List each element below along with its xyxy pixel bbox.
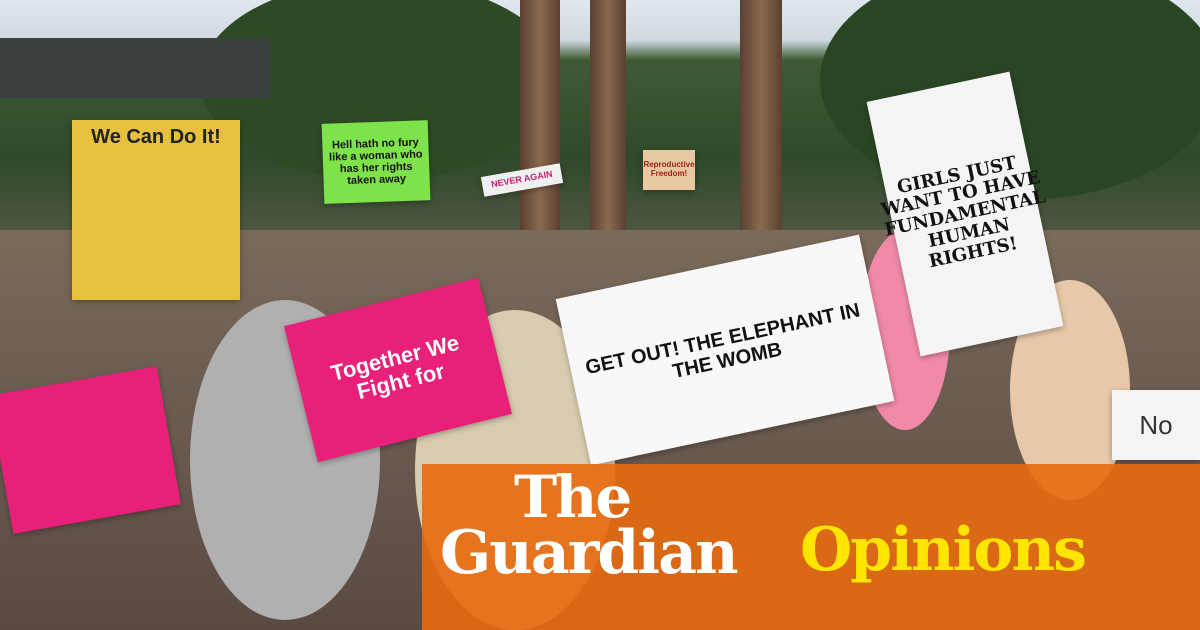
logo-the: The (514, 463, 632, 531)
palm-trunk (740, 0, 782, 260)
sign-text: Together We Fight for (328, 329, 462, 405)
sign-text: GET OUT! THE ELEPHANT IN THE WOMB (583, 299, 862, 384)
palm-trunk (590, 0, 626, 240)
guardian-logo: The Guardian (440, 463, 739, 589)
sign-reproductive-freedom: Reproductive Freedom! (643, 150, 695, 190)
section-label-opinions: Opinions (800, 515, 1087, 585)
sign-pink-left (0, 366, 181, 534)
opinion-banner (422, 464, 1200, 630)
sign-hell-hath-no-fury: Hell hath no fury like a woman who has h… (321, 120, 431, 204)
sign-no: No (1112, 390, 1200, 460)
palm-trunk (520, 0, 560, 260)
logo-guardian: Guardian (440, 518, 739, 589)
sign-text: No (1139, 409, 1173, 440)
sign-text: Hell hath no fury like a woman who has h… (328, 136, 423, 188)
sign-we-can-do-it: We Can Do It! (72, 120, 240, 300)
stadium-roof (0, 38, 270, 98)
sign-text: GIRLS JUST WANT TO HAVE FUNDAMENTAL HUMA… (879, 151, 1048, 272)
sign-text: We Can Do It! (91, 126, 221, 148)
sign-text: Reproductive Freedom! (643, 160, 695, 178)
